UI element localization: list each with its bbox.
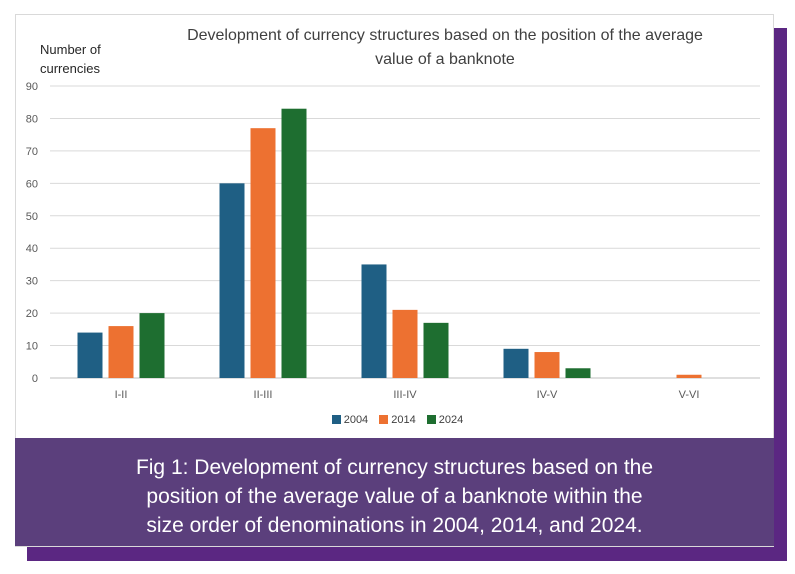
legend-label-2014: 2014	[391, 414, 416, 426]
bar-iv-v-2004	[503, 348, 529, 378]
y-tick-label-20: 20	[26, 308, 38, 320]
y-tick-label-30: 30	[26, 276, 38, 288]
y-tick-label-70: 70	[26, 146, 38, 158]
caption-line-1: Fig 1: Development of currency structure…	[135, 456, 654, 479]
legend-swatch-2024	[426, 415, 436, 424]
caption-line-3: size order of denominations in 2004, 201…	[146, 514, 643, 537]
y-tick-label-50: 50	[26, 211, 38, 223]
legend: 2004 2014 2024	[0, 414, 795, 426]
legend-item-2004: 2004	[331, 414, 369, 426]
legend-label-2004: 2004	[343, 414, 369, 426]
figure-caption: Fig 1: Development of currency structure…	[15, 438, 774, 546]
bar-iv-v-2014	[534, 352, 560, 378]
bar-iii-iv-2004	[361, 264, 387, 378]
bar-i-ii-2014	[108, 326, 134, 378]
legend-swatch-2004	[331, 415, 341, 424]
y-tick-label-0: 0	[32, 373, 38, 385]
y-tick-label-90: 90	[26, 81, 38, 93]
bar-iii-iv-2024	[423, 322, 449, 378]
y-tick-label-40: 40	[26, 243, 38, 255]
x-tick-label-i-ii: I-II	[115, 389, 128, 401]
y-axis-title-line-2: currencies	[40, 61, 100, 76]
caption-line-2: position of the average value of a bankn…	[146, 485, 643, 508]
bar-i-ii-2004	[77, 332, 103, 378]
bar-i-ii-2024	[139, 313, 165, 378]
legend-label-2024: 2024	[438, 414, 464, 426]
chart-title: Development of currency structures based…	[150, 24, 740, 72]
bar-ii-iii-2014	[250, 128, 276, 378]
x-tick-label-v-vi: V-VI	[679, 389, 700, 401]
legend-item-2014: 2014	[379, 414, 416, 426]
y-axis-title-line-1: Number of	[40, 42, 101, 57]
bar-iii-iv-2014	[392, 309, 418, 378]
bar-v-vi-2014	[676, 374, 702, 378]
y-tick-label-10: 10	[26, 341, 38, 353]
y-axis-title: Number of currencies	[40, 40, 101, 78]
y-tick-label-80: 80	[26, 113, 38, 125]
y-tick-label-60: 60	[26, 178, 38, 190]
bar-iv-v-2024	[565, 368, 591, 378]
legend-item-2024: 2024	[426, 414, 464, 426]
bar-ii-iii-2004	[219, 183, 245, 378]
legend-swatch-2014	[379, 415, 389, 424]
x-tick-label-iv-v: IV-V	[537, 389, 558, 401]
chart-title-line-1: Development of currency structures based…	[187, 27, 703, 44]
x-tick-label-iii-iv: III-IV	[393, 389, 417, 401]
bar-ii-iii-2024	[281, 108, 307, 378]
chart-title-line-2: value of a banknote	[375, 51, 515, 68]
x-tick-label-ii-iii: II-III	[254, 389, 273, 401]
